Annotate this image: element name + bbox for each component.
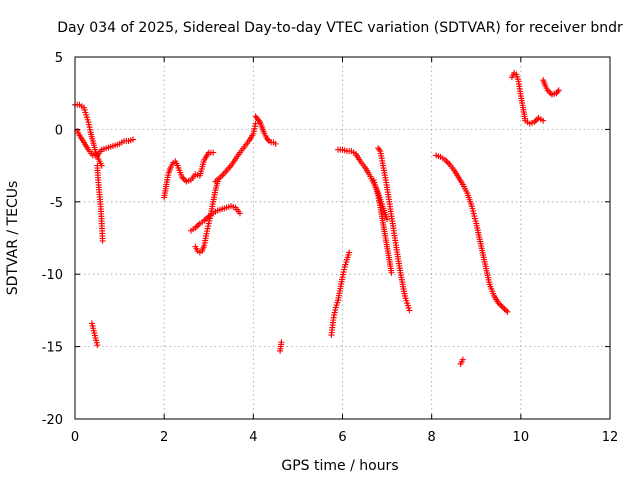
y-tick-label: -5 <box>50 196 63 211</box>
series-arc-3 <box>74 127 136 159</box>
y-tick-label: -10 <box>42 268 63 283</box>
data-point <box>504 308 511 315</box>
x-tick-label: 2 <box>160 430 168 445</box>
data-point <box>195 221 202 228</box>
series-arc-17 <box>508 69 547 127</box>
series-arc-2 <box>94 162 106 244</box>
data-point <box>252 120 259 127</box>
axis-ticks: 0 2 4 6 8 10 12 -20 -15 -10 -5 0 5 <box>42 51 619 445</box>
series-arc-8 <box>212 120 259 185</box>
y-tick-label: -15 <box>42 341 63 356</box>
data-point <box>406 307 413 314</box>
series-arc-16 <box>457 356 466 367</box>
data-point <box>264 136 271 143</box>
data-point <box>445 159 452 166</box>
grid <box>75 57 610 419</box>
series-arc-11 <box>328 249 353 339</box>
y-tick-label: 0 <box>55 123 63 138</box>
y-tick-label: 5 <box>55 51 63 66</box>
data-point <box>210 149 217 156</box>
data-point <box>129 136 136 143</box>
data-point <box>94 342 101 349</box>
series-arc-6 <box>187 203 243 234</box>
series-arc-14 <box>375 145 413 314</box>
data-point <box>272 140 279 147</box>
data-point <box>500 304 506 311</box>
data-point <box>555 87 562 94</box>
data-point <box>554 88 561 95</box>
series-arc-13 <box>370 177 395 276</box>
series-arc-7 <box>192 178 221 256</box>
data-point <box>502 307 509 314</box>
data-point <box>278 339 285 346</box>
y-axis-label: SDTVAR / TECUs <box>5 181 21 296</box>
data-point <box>501 305 508 312</box>
x-tick-label: 4 <box>249 430 257 445</box>
x-tick-label: 0 <box>71 430 79 445</box>
data-point <box>99 237 106 244</box>
y-tick-label: -20 <box>42 413 63 428</box>
data-point <box>388 269 395 276</box>
series-arc-18 <box>540 77 562 98</box>
x-tick-label: 10 <box>513 430 530 445</box>
x-tick-label: 12 <box>602 430 619 445</box>
series-arc-15 <box>433 152 511 315</box>
data-point <box>181 177 188 184</box>
series-arc-1 <box>72 101 105 169</box>
data-point <box>193 223 200 230</box>
data-point <box>547 90 554 97</box>
data-point <box>540 117 547 124</box>
chart-title: Day 034 of 2025, Sidereal Day-to-day VTE… <box>57 20 623 36</box>
series-arc-10 <box>277 339 285 354</box>
data-point <box>255 117 262 124</box>
data-point <box>236 210 243 217</box>
data-point <box>459 356 466 363</box>
data-point <box>498 303 505 310</box>
series-arc-4 <box>88 320 101 349</box>
series-arc-5 <box>161 149 217 201</box>
x-axis-label: GPS time / hours <box>281 458 398 474</box>
data-point <box>376 146 383 153</box>
data-point <box>443 158 450 165</box>
series-arc-9 <box>252 113 279 147</box>
data-point <box>346 249 353 256</box>
x-tick-label: 8 <box>428 430 436 445</box>
data-points <box>72 69 562 367</box>
x-tick-label: 6 <box>338 430 346 445</box>
plot-frame <box>74 56 611 420</box>
